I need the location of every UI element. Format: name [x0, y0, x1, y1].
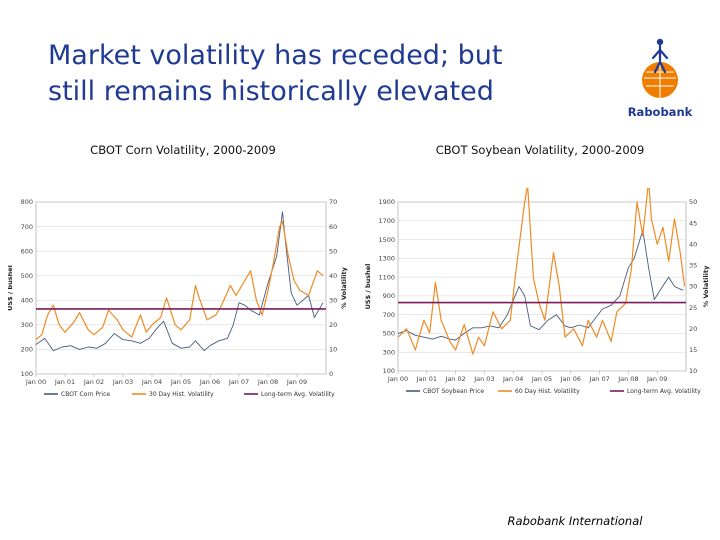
soybean-legend-label: CBOT Soybean Price [423, 388, 484, 395]
soybean-y-tick-label: 1900 [378, 198, 395, 206]
soybean-plot-area [397, 201, 687, 372]
soybean-ylabel: US$ / bushel [364, 264, 372, 310]
corn-legend-label: CBOT Corn Price [61, 391, 110, 398]
soybean-price-line [397, 229, 684, 341]
footer-brand: Rabobank International [507, 514, 643, 528]
soybean-y-tick-label: 1300 [378, 255, 395, 263]
rabobank-logo-graphic: Rabobank [628, 38, 693, 119]
corn-y2-tick-label: 60 [329, 223, 337, 231]
logo-globe-lines [644, 62, 676, 98]
corn-x-tick-label: Jan 05 [170, 378, 191, 386]
soybean-y2-tick-label: 45 [689, 219, 697, 227]
soybean-y-tick-label: 1700 [378, 217, 395, 225]
corn-x-tick-label: Jan 02 [83, 378, 104, 386]
corn-y-tick-label: 500 [21, 272, 33, 280]
soybean-volatility-line [397, 180, 686, 355]
corn-x-tick-label: Jan 09 [286, 378, 307, 386]
soybean-x-tick-label: Jan 03 [473, 375, 494, 383]
corn-y2-tick-label: 50 [329, 247, 337, 255]
soybean-y2label: % Volatility [702, 265, 710, 307]
soybean-y-tick-label: 100 [383, 367, 395, 375]
corn-chart: 100 200 300 400 500 600 700 800 0 10 20 30 40 50 60 70 J… [6, 188, 360, 410]
soybean-svg: 100 300 500 700 900 1100 1300 1500 1700 1900 10 15 2… [364, 180, 710, 395]
soybean-y-tick-label: 300 [383, 348, 395, 356]
soybean-y2-tick-label: 20 [689, 325, 697, 333]
corn-y-tick-label: 700 [21, 223, 33, 231]
soybean-x-tick-label: Jan 08 [617, 375, 638, 383]
soybean-x-tick-label: Jan 05 [531, 375, 552, 383]
corn-x-tick-label: Jan 00 [25, 378, 46, 386]
soybean-y2-tick-label: 30 [689, 283, 697, 291]
soybean-y2-tick-label: 40 [689, 240, 697, 248]
corn-legend-label: Long-term Avg. Volatility [261, 391, 335, 398]
soybean-y-tick-label: 1100 [378, 273, 395, 281]
corn-x-tick-label: Jan 07 [228, 378, 249, 386]
soybean-y2-tick-label: 10 [689, 367, 697, 375]
soybean-x-tick-label: Jan 01 [416, 375, 437, 383]
corn-y2-tick-label: 30 [329, 296, 337, 304]
rabobank-logo: Rabobank [620, 32, 700, 122]
corn-svg: 100 200 300 400 500 600 700 800 0 10 20 30 40 50 60 70 J… [6, 198, 348, 398]
corn-ylabel: US$ / bushel [8, 265, 14, 311]
soybean-x-tick-label: Jan 09 [646, 375, 667, 383]
soybean-y2-tick-label: 35 [689, 262, 697, 270]
slide-title-line-1: Market volatility has receded; but [48, 40, 503, 71]
corn-y2-tick-label: 70 [329, 198, 337, 206]
slide-title: Market volatility has receded; but still… [48, 38, 608, 110]
corn-y2-tick-label: 20 [329, 321, 337, 329]
logo-figure [651, 44, 669, 74]
corn-x-tick-label: Jan 04 [141, 378, 162, 386]
logo-figure-head [656, 38, 664, 46]
soybean-x-tick-label: Jan 00 [387, 375, 408, 383]
corn-y2-tick-label: 40 [329, 272, 337, 280]
corn-y2-tick-label: 0 [329, 370, 333, 378]
soybean-x-tick-label: Jan 04 [502, 375, 523, 383]
corn-volatility-line [35, 221, 324, 341]
corn-y-tick-label: 400 [21, 296, 33, 304]
soybean-legend-label: Long-term Avg. Volatility [627, 388, 701, 395]
slide-title-line-2: still remains historically elevated [48, 76, 494, 107]
soybean-x-tick-label: Jan 06 [560, 375, 581, 383]
soybean-y-tick-label: 1500 [378, 236, 395, 244]
soybean-y-tick-label: 900 [383, 292, 395, 300]
soybean-x-tick-label: Jan 07 [588, 375, 609, 383]
corn-y2label: % Volatility [340, 266, 348, 308]
corn-x-tick-label: Jan 01 [54, 378, 75, 386]
corn-plot-area [35, 201, 327, 375]
soybean-chart: 100 300 500 700 900 1100 1300 1500 1700 1900 10 15 2… [358, 180, 720, 410]
corn-x-tick-label: Jan 06 [199, 378, 220, 386]
soybean-chart-title: CBOT Soybean Volatility, 2000-2009 [435, 143, 645, 157]
corn-y-tick-label: 100 [21, 370, 33, 378]
corn-y-tick-label: 200 [21, 346, 33, 354]
corn-y-tick-label: 600 [21, 247, 33, 255]
soybean-y-tick-label: 500 [383, 330, 395, 338]
corn-y-tick-label: 300 [21, 321, 33, 329]
corn-chart-title: CBOT Corn Volatility, 2000-2009 [90, 143, 276, 157]
logo-wordmark: Rabobank [628, 105, 693, 119]
corn-x-tick-label: Jan 08 [257, 378, 278, 386]
soybean-y2-tick-label: 15 [689, 346, 697, 354]
corn-x-tick-label: Jan 03 [112, 378, 133, 386]
corn-y-tick-label: 800 [21, 198, 33, 206]
corn-legend-label: 30 Day Hist. Volatility [149, 391, 214, 398]
soybean-legend-label: 60 Day Hist. Volatility [515, 388, 580, 395]
soybean-y2-tick-label: 50 [689, 198, 697, 206]
soybean-y2-tick-label: 25 [689, 304, 697, 312]
soybean-y-tick-label: 700 [383, 311, 395, 319]
soybean-x-tick-label: Jan 02 [444, 375, 465, 383]
corn-y2-tick-label: 10 [329, 346, 337, 354]
